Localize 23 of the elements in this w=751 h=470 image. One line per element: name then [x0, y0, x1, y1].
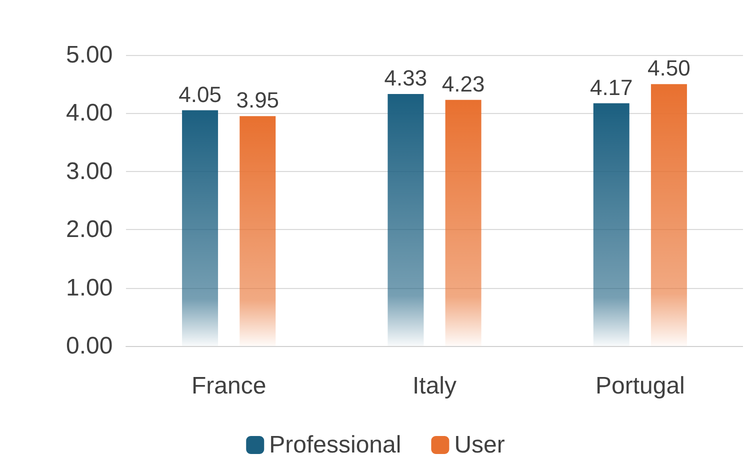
- x-tick-label: Portugal: [595, 372, 685, 400]
- bar: [182, 110, 218, 346]
- data-label: 4.33: [384, 65, 428, 90]
- bar: [240, 116, 276, 346]
- data-label: 4.23: [442, 71, 485, 96]
- bar: [388, 94, 424, 346]
- y-tick-label: 3.00: [66, 158, 113, 185]
- data-label: 4.05: [178, 82, 222, 107]
- data-label: 3.95: [236, 88, 280, 113]
- x-tick-label: France: [191, 372, 266, 400]
- data-label: 4.50: [648, 56, 690, 81]
- bar: [650, 84, 687, 346]
- y-tick-label: 2.00: [66, 216, 113, 244]
- y-tick-label: 4.00: [66, 100, 113, 127]
- bar: [445, 100, 482, 346]
- legend-label: User: [454, 432, 505, 458]
- data-label: 4.17: [590, 74, 633, 100]
- legend-label: Professional: [269, 432, 402, 458]
- y-tick-label: 0.00: [66, 332, 113, 360]
- bar: [593, 103, 630, 346]
- y-tick-label: 5.00: [66, 42, 113, 68]
- y-tick-label: 1.00: [66, 274, 113, 302]
- x-tick-label: Italy: [412, 372, 457, 400]
